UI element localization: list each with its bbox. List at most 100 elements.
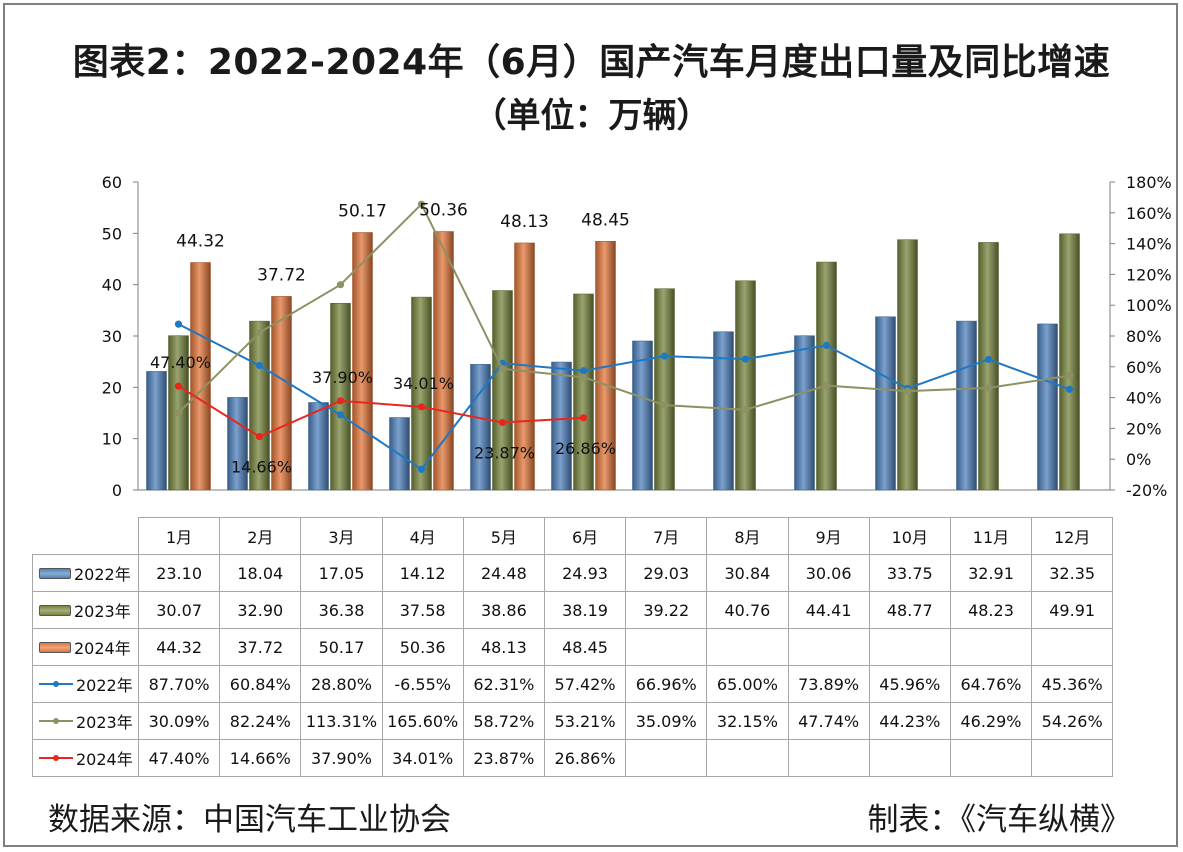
growth-point-2024年-4月 (417, 403, 426, 411)
line-data-label: 14.66% (231, 458, 292, 477)
legend-line-marker (53, 681, 59, 687)
growth-point-2024年-1月 (174, 382, 183, 390)
growth-line-2024年 (177, 385, 584, 438)
right-tick-label: 140% (1126, 235, 1172, 254)
series-label-cell: 2022年 (32, 665, 139, 703)
table-cell: 23.10 (137, 554, 221, 592)
table-cell: 44.41 (787, 591, 870, 629)
bar-2022年-11月 (956, 320, 977, 491)
table-cell: 29.03 (625, 554, 708, 592)
maker-note: 制表：《汽车纵横》 (867, 802, 1132, 838)
legend-line-key (39, 753, 73, 763)
category-label: 7月 (625, 517, 708, 555)
left-tick-label: 30 (102, 327, 122, 346)
table-row: 2024年 47.40% 14.66% 37.90% 34.01% 23.87% 26.86… (32, 739, 1114, 777)
left-tick-label: 20 (102, 378, 122, 397)
bar-data-label: 50.17 (338, 201, 387, 221)
category-label: 5月 (462, 517, 545, 555)
table-cell: 45.36% (1031, 665, 1114, 703)
category-label: 12月 (1031, 517, 1114, 555)
table-row: 2023年 30.09% 82.24% 113.31% 165.60% 58.72% 53.… (32, 702, 1114, 740)
growth-point-2022年-2月 (255, 361, 264, 370)
bar-2023年-7月 (654, 288, 675, 491)
table-cell: 45.96% (868, 665, 951, 703)
right-tick-label: 0% (1126, 450, 1151, 469)
table-row: 2024年 44.32 37.72 50.17 50.36 48.13 48.45 (32, 628, 1114, 666)
table-cell: 30.06 (787, 554, 870, 592)
growth-point-2023年-1月 (174, 409, 183, 417)
growth-point-2023年-7月 (660, 401, 669, 409)
category-label: 9月 (787, 517, 870, 555)
growth-point-2024年-2月 (255, 433, 264, 441)
table-cell: 50.17 (300, 628, 383, 666)
series-label-cell: 2023年 (32, 591, 139, 629)
table-cell: 36.38 (300, 591, 383, 629)
growth-point-2022年-11月 (984, 355, 993, 364)
table-corner-cell (33, 518, 139, 555)
table-cell: 57.42% (543, 665, 627, 703)
table-cell: 82.24% (219, 702, 302, 740)
category-label: 11月 (949, 517, 1033, 555)
table-cell: 44.23% (868, 702, 951, 740)
table-cell: 47.74% (787, 702, 870, 740)
category-label: 10月 (868, 517, 951, 555)
table-cell: 37.72 (219, 628, 302, 666)
bar-2022年-6月 (551, 361, 572, 491)
legend-line-marker (53, 718, 59, 724)
table-cell: 24.93 (543, 554, 627, 592)
bar-2023年-11月 (978, 242, 999, 491)
growth-point-2022年-6月 (579, 367, 588, 375)
table-cell: 30.07 (137, 591, 221, 629)
table-cell: 48.23 (949, 591, 1033, 629)
legend-bar-key (39, 567, 71, 579)
series-name: 2024年 (74, 639, 131, 658)
growth-line-2023年 (177, 202, 1070, 414)
table-cell (787, 628, 870, 666)
table-cell: 23.87% (462, 739, 545, 777)
series-name: 2024年 (76, 750, 133, 769)
line-data-label: 34.01% (393, 374, 454, 393)
category-label: 3月 (300, 517, 383, 555)
growth-point-2023年-4月 (417, 200, 426, 208)
growth-point-2022年-8月 (741, 355, 750, 363)
growth-point-2024年-3月 (336, 397, 345, 405)
table-cell: 18.04 (219, 554, 302, 592)
bar-2024年-1月 (190, 262, 211, 491)
table-cell: 32.91 (949, 554, 1033, 592)
bar-2022年-9月 (794, 335, 815, 491)
growth-point-2023年-6月 (579, 373, 588, 381)
table-row: 2022年 23.10 18.04 17.05 14.12 24.48 24.93 29.03… (32, 554, 1114, 592)
table-row: 2023年 30.07 32.90 36.38 37.58 38.86 38.19 39.22… (32, 591, 1114, 629)
growth-point-2022年-3月 (336, 411, 345, 419)
table-cell: 58.72% (462, 702, 545, 740)
bar-2022年-3月 (308, 402, 329, 491)
legend-bar-key (39, 641, 71, 653)
bar-2023年-8月 (735, 280, 756, 491)
table-cell: 60.84% (219, 665, 302, 703)
series-label-cell: 2024年 (32, 739, 139, 777)
growth-point-2023年-3月 (336, 281, 345, 289)
bar-2023年-6月 (573, 293, 594, 491)
data-table: 1月 2月 3月 4月 5月 6月 7月 8月 9月 10月 11月 12月 2022年 23.10 18.… (32, 517, 1114, 777)
table-cell (868, 628, 951, 666)
legend-bar-key (39, 604, 71, 616)
bar-2022年-8月 (713, 331, 734, 491)
table-cell: 32.15% (706, 702, 789, 740)
category-label: 8月 (706, 517, 789, 555)
table-cell: 24.48 (462, 554, 545, 592)
legend-line-key (39, 716, 73, 726)
table-cell: 64.76% (949, 665, 1033, 703)
table-cell: 87.70% (137, 665, 221, 703)
chart-title: 图表2：2022-2024年（6月）国产汽车月度出口量及同比增速 (72, 42, 1111, 83)
table-cell: 47.40% (137, 739, 221, 777)
line-data-label: 23.87% (474, 443, 535, 462)
table-cell (625, 628, 708, 666)
bar-data-label: 44.32 (176, 231, 225, 251)
table-cell: 113.31% (300, 702, 383, 740)
legend-line-marker (53, 755, 59, 761)
right-tick-label: 160% (1126, 204, 1172, 223)
table-cell (949, 739, 1033, 777)
table-cell: 65.00% (706, 665, 789, 703)
growth-point-2022年-9月 (822, 341, 831, 350)
table-cell: 26.86% (543, 739, 627, 777)
